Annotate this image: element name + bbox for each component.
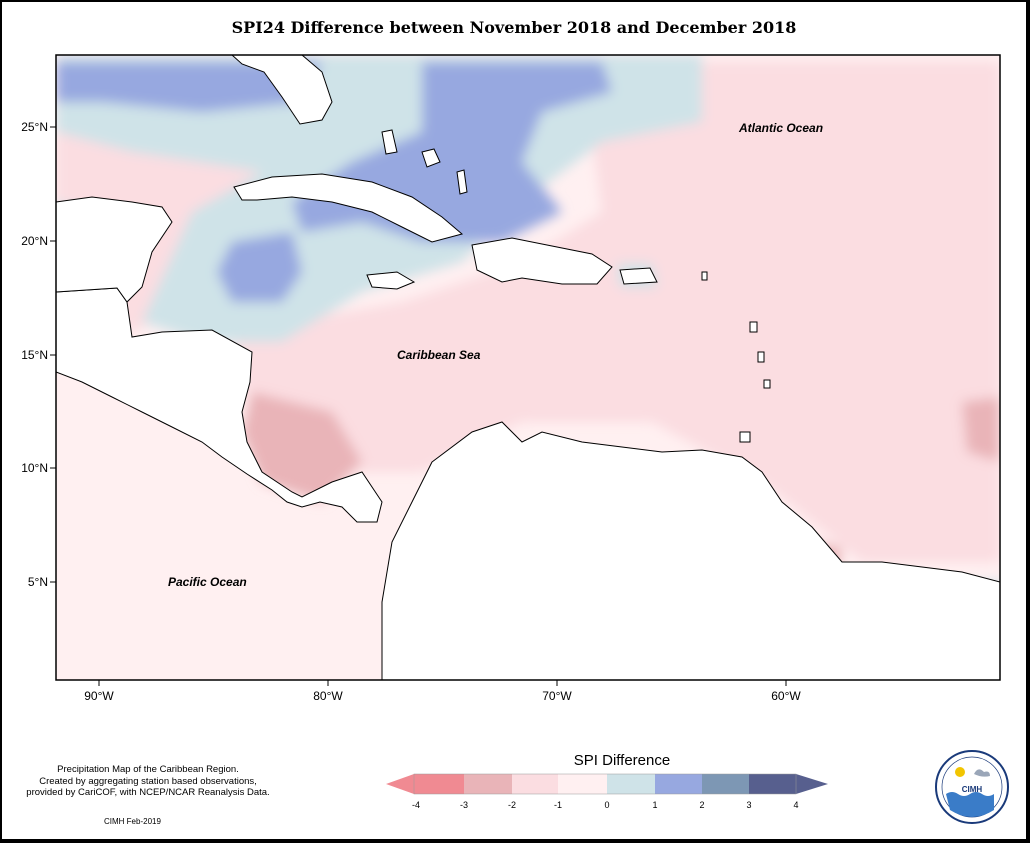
label-caribbean-sea: Caribbean Sea <box>397 348 481 362</box>
legend-tick: 4 <box>793 800 798 810</box>
color-bar-segment <box>464 774 512 794</box>
label-atlantic-ocean: Atlantic Ocean <box>738 121 823 135</box>
spi-shading <box>56 55 1000 680</box>
color-bar-segment <box>512 774 558 794</box>
legend-tick: 0 <box>604 800 609 810</box>
legend-tick: -2 <box>508 800 516 810</box>
y-tick-25n: 25°N <box>21 120 48 134</box>
logo-abbreviation: CIMH <box>962 785 983 794</box>
waves-icon <box>946 792 994 817</box>
color-bar-ticks: -4 -3 -2 -1 0 1 2 3 4 <box>412 800 799 810</box>
color-bar-segment <box>414 774 464 794</box>
x-axis <box>98 680 787 686</box>
legend-tick: -1 <box>554 800 562 810</box>
color-bar <box>386 773 828 795</box>
color-bar-segment <box>655 774 702 794</box>
map-credit: CIMH Feb-2019 <box>104 817 161 826</box>
color-bar-segment <box>386 774 414 794</box>
map-footnote: Precipitation Map of the Caribbean Regio… <box>26 764 270 798</box>
y-tick-10n: 10°N <box>21 461 48 475</box>
x-tick-80w: 80°W <box>313 689 343 703</box>
color-bar-segment <box>796 774 828 794</box>
legend-tick: 1 <box>652 800 657 810</box>
y-tick-15n: 15°N <box>21 348 48 362</box>
color-bar-segment <box>607 774 655 794</box>
legend-tick: 2 <box>699 800 704 810</box>
color-bar-segment <box>702 774 749 794</box>
color-bar-segment <box>558 774 607 794</box>
cloud-icon <box>974 769 990 777</box>
legend-tick: -3 <box>460 800 468 810</box>
color-bar-segment <box>749 774 796 794</box>
legend-title: SPI Difference <box>573 752 671 769</box>
map-frame <box>55 54 1001 681</box>
legend-tick: -4 <box>412 800 420 810</box>
y-axis <box>50 126 56 583</box>
y-tick-5n: 5°N <box>28 575 48 589</box>
x-tick-90w: 90°W <box>84 689 114 703</box>
x-tick-70w: 70°W <box>542 689 572 703</box>
label-pacific-ocean: Pacific Ocean <box>168 575 247 589</box>
map-title: SPI24 Difference between November 2018 a… <box>231 18 797 37</box>
y-tick-20n: 20°N <box>21 234 48 248</box>
cimh-logo: CIMH <box>935 750 1009 824</box>
sun-icon <box>955 767 965 777</box>
legend-tick: 3 <box>746 800 751 810</box>
coastlines <box>56 55 1000 680</box>
x-tick-60w: 60°W <box>771 689 801 703</box>
